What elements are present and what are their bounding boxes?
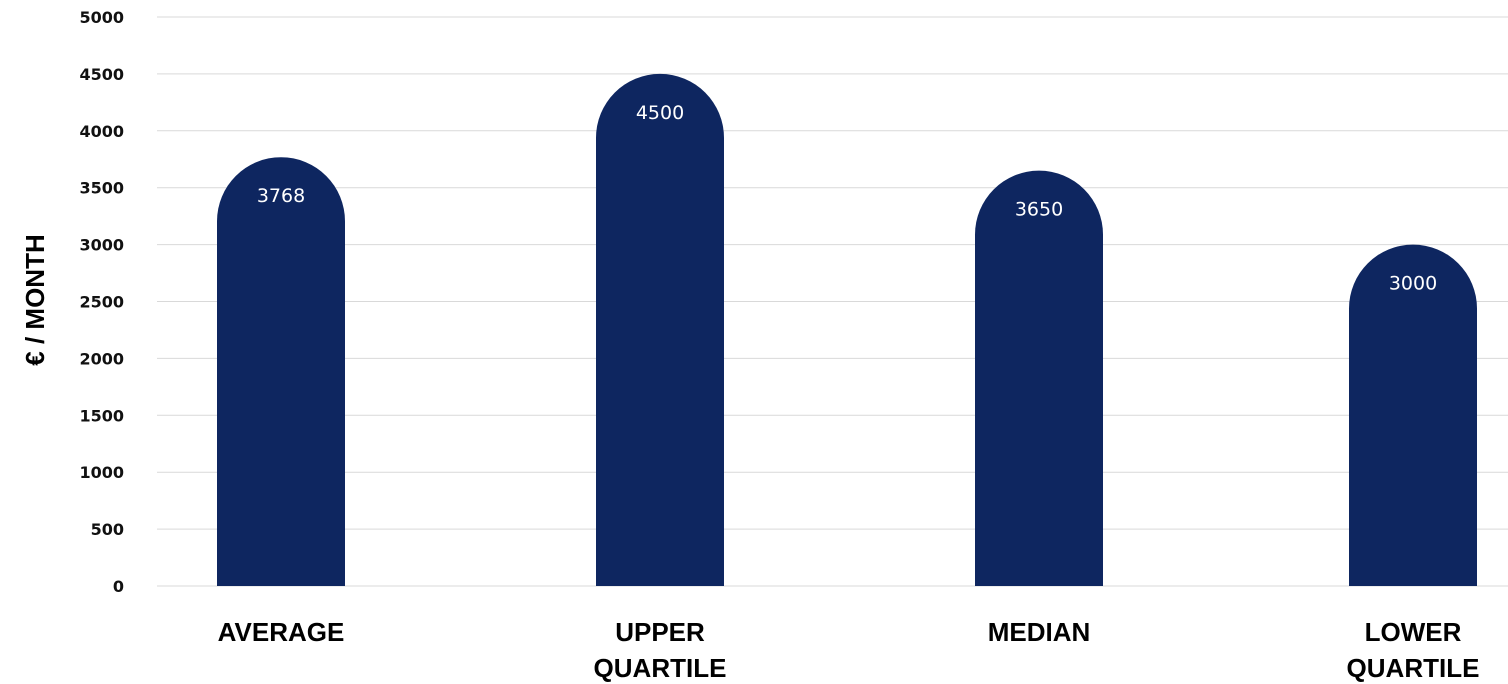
y-tick-label: 2500 bbox=[79, 293, 124, 312]
x-category-label-line: MEDIAN bbox=[988, 617, 1091, 647]
x-category-label-line: QUARTILE bbox=[1347, 653, 1480, 683]
bar bbox=[217, 157, 345, 586]
bars bbox=[217, 73, 1477, 586]
bar-value-label: 4500 bbox=[636, 102, 684, 124]
x-axis-categories: AVERAGE UPPER QUARTILE MEDIAN LOWER QUARTILE bbox=[218, 617, 1480, 683]
x-category-label-line: QUARTILE bbox=[594, 653, 727, 683]
gridlines bbox=[157, 16, 1508, 587]
x-category-label: AVERAGE bbox=[218, 617, 345, 647]
x-category-label: UPPER QUARTILE bbox=[594, 617, 727, 683]
x-category-label-line: AVERAGE bbox=[218, 617, 345, 647]
y-axis-ticks: 0 500 1000 1500 2000 2500 3000 3500 4000 4500 5000 bbox=[79, 8, 124, 596]
x-category-label: MEDIAN bbox=[988, 617, 1091, 647]
y-tick-label: 2000 bbox=[79, 349, 124, 368]
bar bbox=[975, 170, 1103, 586]
bar-value-label: 3650 bbox=[1015, 199, 1063, 221]
y-tick-label: 1000 bbox=[79, 463, 124, 482]
x-category-label-line: LOWER bbox=[1365, 617, 1462, 647]
y-tick-label: 500 bbox=[91, 520, 124, 539]
y-tick-label: 3500 bbox=[79, 179, 124, 198]
y-tick-label: 3000 bbox=[79, 236, 124, 255]
y-tick-label: 4500 bbox=[79, 65, 124, 84]
x-category-label: LOWER QUARTILE bbox=[1347, 617, 1480, 683]
y-tick-label: 5000 bbox=[79, 8, 124, 27]
bar bbox=[596, 73, 724, 586]
y-tick-label: 4000 bbox=[79, 122, 124, 141]
y-tick-label: 0 bbox=[113, 577, 124, 596]
bar-value-label: 3768 bbox=[257, 185, 305, 207]
y-tick-label: 1500 bbox=[79, 406, 124, 425]
data-labels: 3768 4500 3650 3000 bbox=[257, 102, 1437, 295]
x-category-label-line: UPPER bbox=[615, 617, 705, 647]
bar-value-label: 3000 bbox=[1389, 273, 1437, 295]
bar bbox=[1349, 244, 1477, 586]
y-axis-label: € / MONTH bbox=[20, 234, 50, 365]
